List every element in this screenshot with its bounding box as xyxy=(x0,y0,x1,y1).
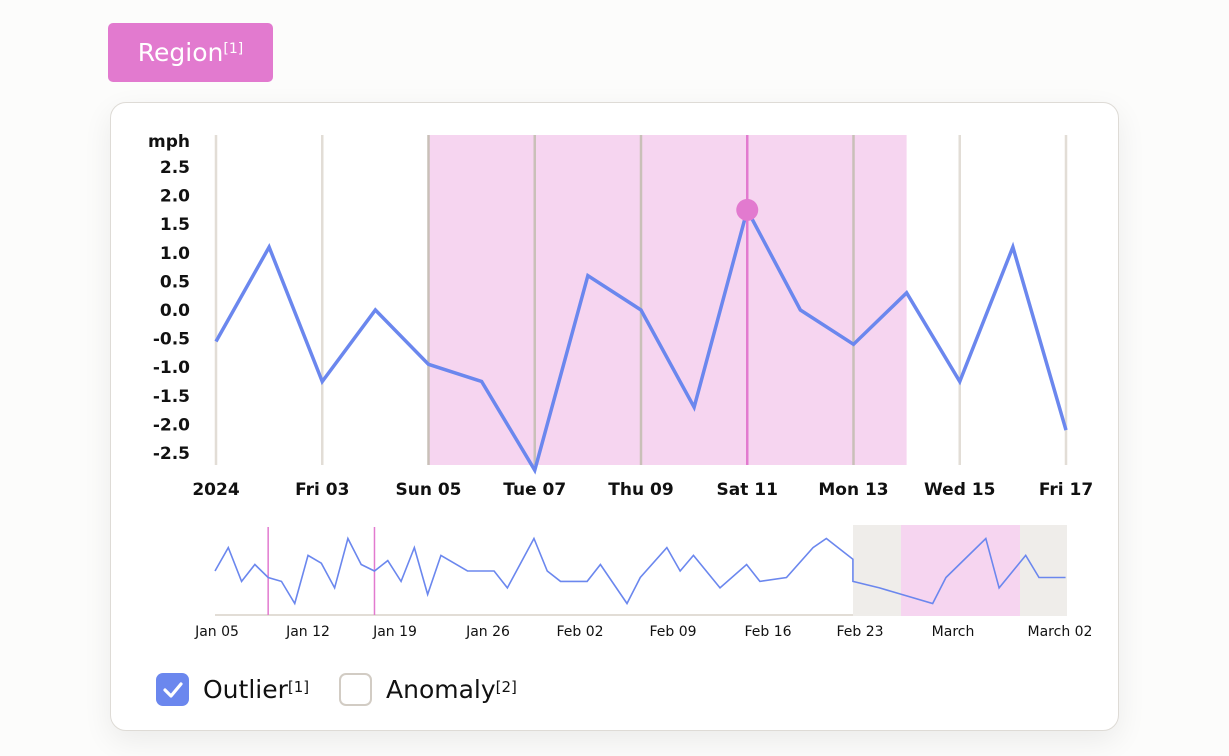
y-tick-label: -2.0 xyxy=(153,415,190,435)
y-tick-label: 2.5 xyxy=(160,158,190,178)
overview-x-tick-label: Feb 23 xyxy=(836,624,883,640)
outlier-label: Outlier xyxy=(203,675,288,704)
legend-anomaly[interactable]: Anomaly [2] xyxy=(339,673,517,706)
checkmark-icon xyxy=(162,681,183,698)
y-tick-label: 0.5 xyxy=(160,272,190,292)
overview-x-tick-label: March 02 xyxy=(1028,624,1093,640)
x-tick-label: Sat 11 xyxy=(717,480,778,500)
y-tick-label: 2.0 xyxy=(160,187,190,207)
overview-x-tick-label: March xyxy=(932,624,975,640)
anomaly-ref: [2] xyxy=(495,677,517,696)
x-tick-label: Mon 13 xyxy=(818,480,888,500)
highlight-point xyxy=(736,198,759,221)
overview-x-tick-label: Feb 16 xyxy=(744,624,791,640)
overview-x-tick-label: Jan 19 xyxy=(372,624,417,640)
region-button[interactable]: Region [1] xyxy=(108,23,273,82)
y-tick-label: -2.5 xyxy=(153,444,190,464)
y-axis-label: mph xyxy=(148,132,190,152)
region-ref: [1] xyxy=(223,40,244,57)
y-tick-label: 1.5 xyxy=(160,215,190,235)
y-tick-label: -0.5 xyxy=(153,330,190,350)
y-tick-label: -1.5 xyxy=(153,387,190,407)
legend-outlier[interactable]: Outlier [1] xyxy=(156,673,309,706)
overview-x-tick-label: Jan 05 xyxy=(194,624,239,640)
overview-x-tick-label: Jan 26 xyxy=(465,624,510,640)
y-tick-label: 0.0 xyxy=(160,301,190,321)
anomaly-label: Anomaly xyxy=(386,675,496,704)
overview-highlight-region xyxy=(901,525,1020,616)
outlier-checkbox[interactable] xyxy=(156,673,189,706)
x-tick-label: Fri 03 xyxy=(295,480,349,500)
overview-x-tick-label: Jan 12 xyxy=(285,624,330,640)
x-tick-label: Tue 07 xyxy=(503,480,566,500)
outlier-ref: [1] xyxy=(287,677,310,696)
y-tick-label: 1.0 xyxy=(160,244,190,264)
x-tick-label: 2024 xyxy=(192,480,239,500)
highlight-region xyxy=(428,135,907,465)
y-tick-label: -1.0 xyxy=(153,358,190,378)
x-tick-label: Wed 15 xyxy=(924,480,995,500)
overview-x-tick-label: Feb 09 xyxy=(649,624,696,640)
x-tick-label: Sun 05 xyxy=(395,480,461,500)
x-tick-label: Fri 17 xyxy=(1039,480,1093,500)
overview-series-line xyxy=(214,536,1066,606)
overview-x-tick-label: Feb 02 xyxy=(556,624,603,640)
x-tick-label: Thu 09 xyxy=(608,480,673,500)
region-button-label: Region xyxy=(137,38,224,67)
anomaly-checkbox[interactable] xyxy=(339,673,372,706)
